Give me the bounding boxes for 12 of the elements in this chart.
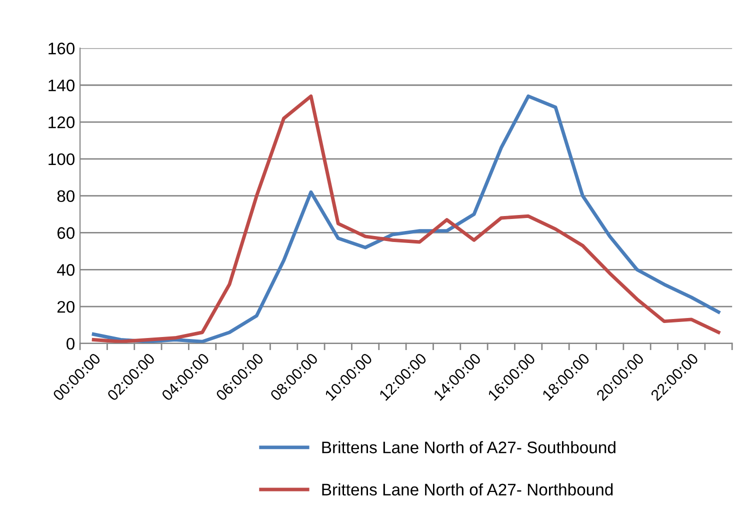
y-tick-label: 60	[57, 227, 75, 239]
legend-label: Brittens Lane North of A27- Southbound	[322, 441, 616, 454]
y-tick-label: 40	[57, 264, 75, 276]
y-tick-label: 80	[57, 190, 75, 202]
y-tick-label: 160	[48, 42, 75, 54]
line-series	[92, 94, 720, 344]
legend-label: Brittens Lane North of A27- Northbound	[322, 483, 613, 496]
y-tick-label: 100	[48, 153, 75, 166]
y-tick-label: 20	[57, 300, 75, 313]
y-tick-label: 120	[48, 116, 75, 128]
y-tick-label: 0	[66, 338, 75, 350]
y-tick-label: 140	[48, 80, 75, 92]
